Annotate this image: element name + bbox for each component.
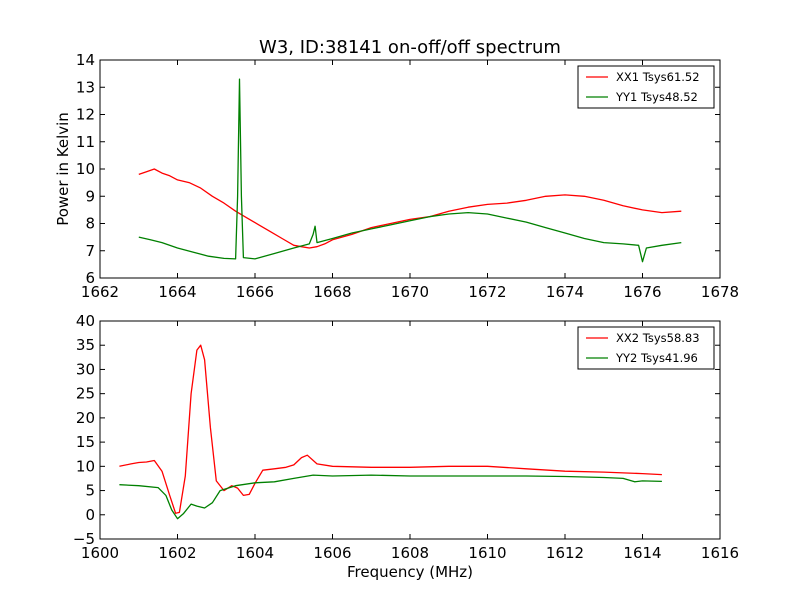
top-series-line-1 — [138, 168, 682, 249]
top-x-tick-label: 1666 — [236, 283, 274, 301]
bottom-y-tick-label: 30 — [76, 360, 95, 378]
top-panel: 1662 1664 1666 1668 1670 1672 1674 1676 1678 6 7 8 9… — [76, 51, 739, 301]
bottom-y-tick-label: 25 — [76, 385, 95, 403]
bottom-x-tick-label: 1606 — [313, 544, 351, 562]
bottom-y-tick-label: 15 — [76, 433, 95, 451]
top-legend-box — [577, 65, 715, 109]
bottom-y-tick-label: −5 — [73, 530, 95, 548]
bottom-x-tick-label: 1602 — [158, 544, 196, 562]
bottom-x-tick-label: 1612 — [546, 544, 584, 562]
bottom-x-tick-label: 1604 — [236, 544, 274, 562]
top-x-tick-label: 1674 — [546, 283, 584, 301]
bottom-series-line-2 — [119, 474, 662, 520]
bottom-panel: 1600 1602 1604 1606 1608 1610 1612 1614 1616 −5 0 5… — [73, 312, 739, 562]
bottom-x-tick-label: 1608 — [391, 544, 429, 562]
top-x-tick-label: 1664 — [158, 283, 196, 301]
top-y-tick-label: 13 — [76, 78, 95, 96]
top-x-tick-label: 1662 — [81, 283, 119, 301]
bottom-x-tick-label: 1610 — [468, 544, 506, 562]
top-x-tick-label: 1678 — [701, 283, 739, 301]
top-x-tick-label: 1668 — [313, 283, 351, 301]
bottom-y-tick-label: 40 — [76, 312, 95, 330]
bottom-series-line-1 — [119, 344, 662, 514]
bottom-x-tick-label: 1600 — [81, 544, 119, 562]
bottom-y-tick-label: 10 — [76, 457, 95, 475]
bottom-legend-label: XX2 Tsys58.83 — [616, 331, 700, 345]
top-y-tick-label: 8 — [85, 215, 95, 233]
top-legend: XX1 Tsys61.52 YY1 Tsys48.52 — [577, 65, 715, 109]
bottom-x-axis-label: Frequency (MHz) — [347, 563, 473, 581]
bottom-legend-label: YY2 Tsys41.96 — [615, 351, 698, 365]
top-y-tick-label: 9 — [85, 187, 95, 205]
top-y-tick-label: 7 — [85, 242, 95, 260]
bottom-y-tick-label: 0 — [85, 506, 95, 524]
bottom-x-tick-label: 1614 — [623, 544, 661, 562]
top-y-tick-label: 10 — [76, 160, 95, 178]
top-x-tick-label: 1670 — [391, 283, 429, 301]
bottom-legend-box — [577, 326, 715, 370]
chart-title: W3, ID:38141 on-off/off spectrum — [259, 37, 561, 58]
bottom-x-tick-label: 1616 — [701, 544, 739, 562]
top-legend-label: YY1 Tsys48.52 — [615, 90, 698, 104]
top-y-tick-label: 12 — [76, 106, 95, 124]
bottom-y-tick-label: 5 — [85, 482, 95, 500]
bottom-legend: XX2 Tsys58.83 YY2 Tsys41.96 — [577, 326, 715, 370]
top-legend-label: XX1 Tsys61.52 — [616, 70, 700, 84]
top-y-axis-label: Power in Kelvin — [54, 112, 72, 226]
top-y-tick-label: 6 — [85, 269, 95, 287]
top-y-tick-label: 14 — [76, 51, 95, 69]
bottom-y-tick-label: 20 — [76, 409, 95, 427]
top-x-tick-label: 1672 — [468, 283, 506, 301]
bottom-y-tick-label: 35 — [76, 336, 95, 354]
top-y-tick-label: 11 — [76, 133, 95, 151]
top-x-tick-label: 1676 — [623, 283, 661, 301]
top-series-line-2 — [138, 78, 682, 263]
